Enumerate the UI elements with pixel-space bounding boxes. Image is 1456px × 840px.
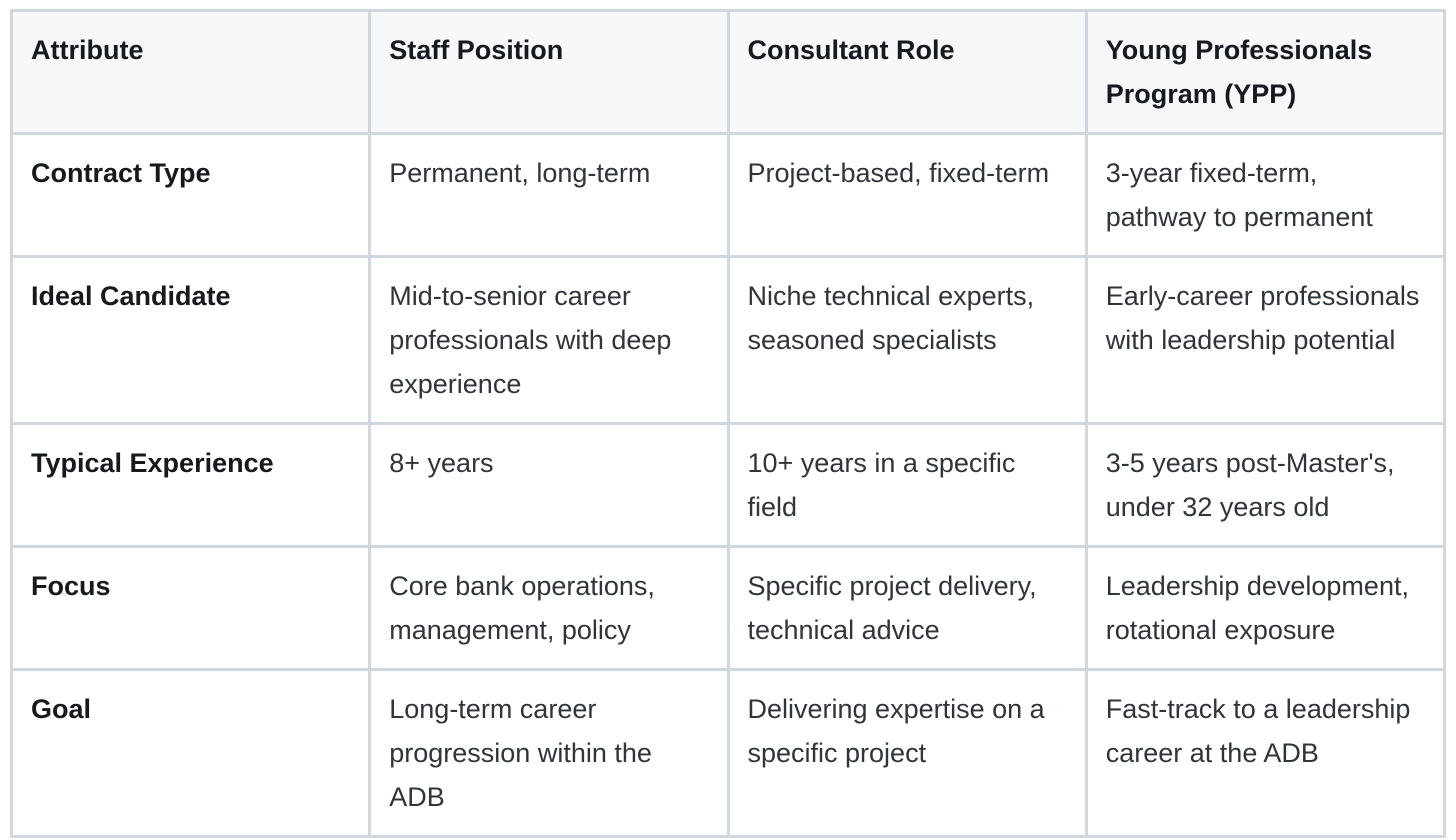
row-header-typical-experience: Typical Experience: [9, 422, 372, 548]
table-row: Focus Core bank operations, management, …: [9, 545, 1447, 671]
table-cell: Project-based, fixed-term: [726, 132, 1088, 258]
table-cell: Leadership development, rotational expos…: [1084, 545, 1447, 671]
row-header-focus: Focus: [9, 545, 372, 671]
table-row: Goal Long-term career progression within…: [9, 668, 1447, 838]
table-cell: 10+ years in a specific field: [726, 422, 1088, 548]
table-cell: Permanent, long-term: [368, 132, 730, 258]
table-cell: Fast-track to a leadership career at the…: [1084, 668, 1447, 838]
table-row: Typical Experience 8+ years 10+ years in…: [9, 422, 1447, 548]
table-cell: Core bank operations, management, policy: [368, 545, 730, 671]
table-cell: Niche technical experts, seasoned specia…: [726, 255, 1088, 425]
table-cell: 3-5 years post-Master's, under 32 years …: [1084, 422, 1447, 548]
table-cell: 8+ years: [368, 422, 730, 548]
table-row: Contract Type Permanent, long-term Proje…: [9, 132, 1447, 258]
row-header-goal: Goal: [9, 668, 372, 838]
table-cell: Mid-to-senior career professionals with …: [368, 255, 730, 425]
table-cell: 3-year fixed-term, pathway to permanent: [1084, 132, 1447, 258]
row-header-contract-type: Contract Type: [9, 132, 372, 258]
column-header-staff-position: Staff Position: [368, 9, 730, 135]
column-header-ypp: Young Professionals Program (YPP): [1084, 9, 1447, 135]
row-header-ideal-candidate: Ideal Candidate: [9, 255, 372, 425]
table-cell: Long-term career progression within the …: [368, 668, 730, 838]
table-cell: Delivering expertise on a specific proje…: [726, 668, 1088, 838]
table-header-row: Attribute Staff Position Consultant Role…: [9, 9, 1447, 135]
table-cell: Early-career professionals with leadersh…: [1084, 255, 1447, 425]
table-row: Ideal Candidate Mid-to-senior career pro…: [9, 255, 1447, 425]
comparison-table: Attribute Staff Position Consultant Role…: [9, 9, 1447, 838]
column-header-attribute: Attribute: [9, 9, 372, 135]
column-header-consultant-role: Consultant Role: [726, 9, 1088, 135]
table-cell: Specific project delivery, technical adv…: [726, 545, 1088, 671]
